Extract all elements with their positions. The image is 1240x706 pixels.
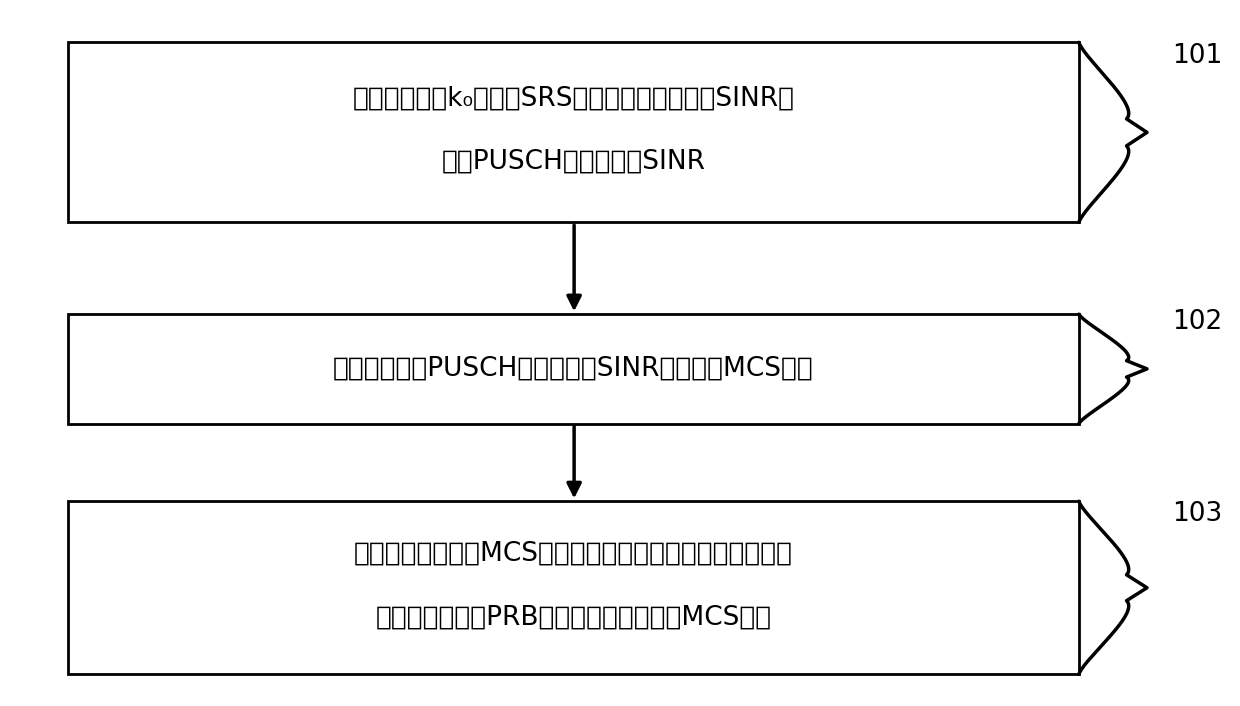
FancyBboxPatch shape: [68, 501, 1079, 674]
Text: 基站设备根据k₀时刻的SRS信号测量得到的第一SINR，: 基站设备根据k₀时刻的SRS信号测量得到的第一SINR，: [352, 85, 795, 112]
Text: 计算PUSCH信号的第二SINR: 计算PUSCH信号的第二SINR: [441, 149, 706, 175]
FancyBboxPatch shape: [68, 42, 1079, 222]
Text: 计算实际调度的PRB数和实际使用的第二MCS等级: 计算实际调度的PRB数和实际使用的第二MCS等级: [376, 604, 771, 630]
Text: 101: 101: [1172, 43, 1223, 69]
Text: 基站设备根据PUSCH信号的第二SINR确定第一MCS等级: 基站设备根据PUSCH信号的第二SINR确定第一MCS等级: [334, 356, 813, 382]
Text: 102: 102: [1172, 309, 1223, 335]
Text: 103: 103: [1172, 501, 1223, 527]
Text: 基站设备根据第一MCS等级和用户实际需要传输的数据量，: 基站设备根据第一MCS等级和用户实际需要传输的数据量，: [353, 541, 794, 567]
FancyBboxPatch shape: [68, 314, 1079, 424]
